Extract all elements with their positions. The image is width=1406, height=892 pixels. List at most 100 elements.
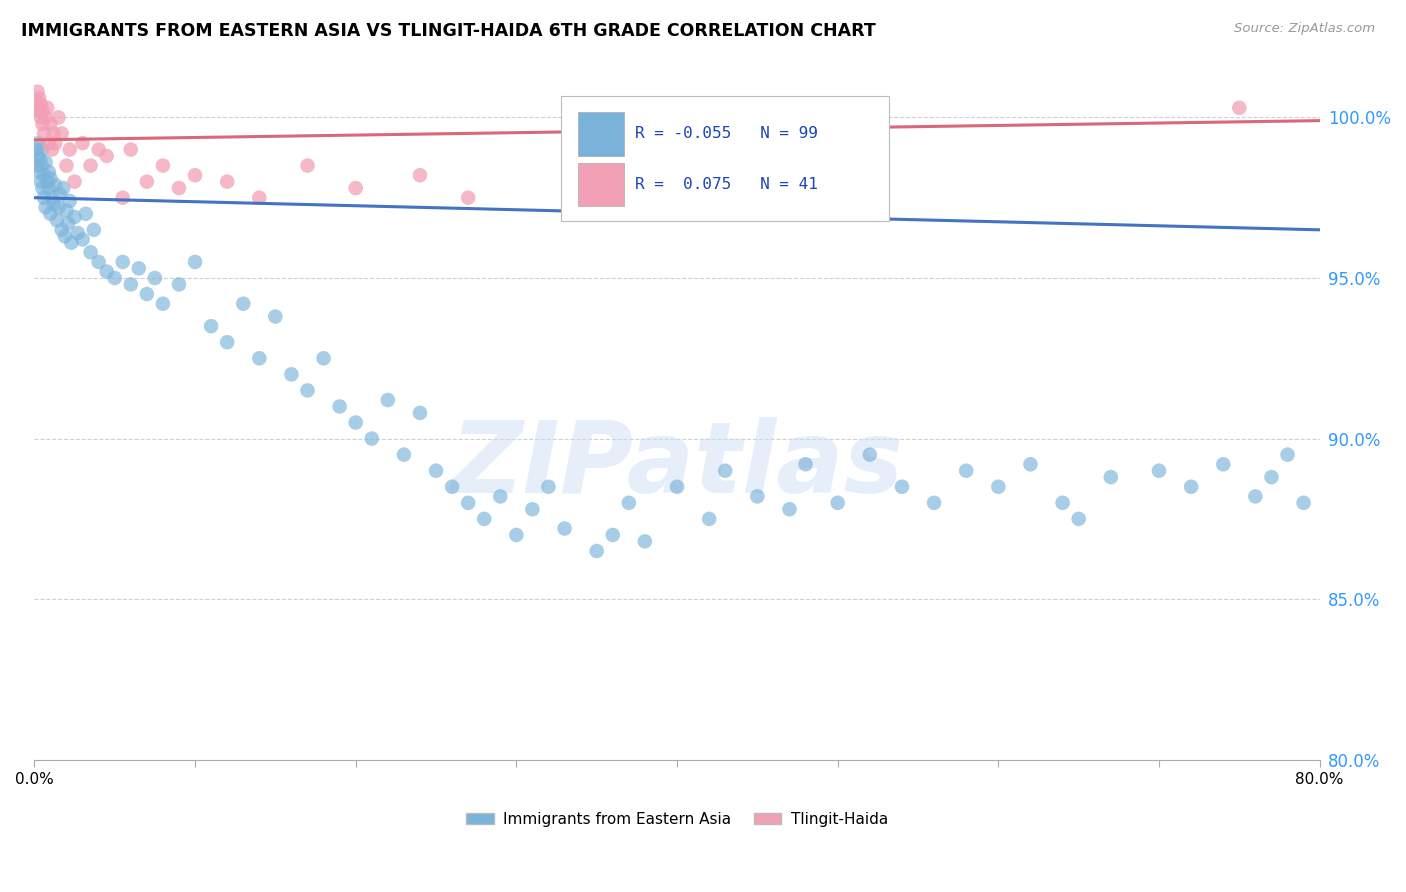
Point [1067,512,1090,526]
Point [37,101,59,115]
Point [120,143,142,157]
Point [27,101,49,115]
Point [360,432,382,446]
Point [217,175,239,189]
Point [827,191,849,205]
Point [457,191,479,205]
Point [779,502,801,516]
Point [392,448,415,462]
Point [747,490,769,504]
Point [53,229,76,244]
Point [987,480,1010,494]
Point [38,165,60,179]
Point [39,207,62,221]
Point [955,464,977,478]
Point [34,155,56,169]
Point [505,528,527,542]
Point [697,512,720,526]
Point [25,159,48,173]
Point [55,203,77,218]
Point [312,351,335,366]
Point [32,168,55,182]
Point [1180,480,1202,494]
Point [1212,457,1234,471]
FancyBboxPatch shape [578,112,624,155]
Point [554,522,576,536]
Point [135,287,157,301]
Point [666,480,689,494]
Point [31,143,53,157]
Point [34,111,56,125]
Point [51,127,73,141]
Point [617,496,640,510]
Point [28,165,51,179]
Point [537,480,560,494]
Point [56,216,79,230]
Point [25,143,48,157]
Point [83,223,105,237]
Point [25,95,48,109]
Point [41,143,63,157]
Point [48,111,70,125]
Point [87,255,110,269]
Point [42,127,65,141]
Point [72,136,94,150]
FancyBboxPatch shape [561,96,889,220]
Point [184,168,207,182]
Point [200,319,222,334]
Point [27,136,49,150]
Point [120,277,142,292]
Point [44,178,66,192]
Point [247,351,270,366]
Point [1244,490,1267,504]
Point [522,502,544,516]
Text: ZIPatlas: ZIPatlas [450,417,904,514]
Point [280,368,302,382]
Point [489,490,512,504]
Point [602,528,624,542]
Point [111,191,134,205]
Point [152,159,174,173]
Point [49,187,72,202]
Point [79,159,101,173]
Point [63,175,86,189]
Point [41,191,63,205]
Point [31,159,53,173]
Point [37,175,59,189]
Point [217,335,239,350]
Point [96,264,118,278]
Point [1227,101,1250,115]
Point [152,296,174,310]
Point [128,261,150,276]
Text: R = -0.055   N = 99: R = -0.055 N = 99 [634,127,817,141]
Point [409,406,432,420]
Point [329,400,352,414]
Point [30,175,52,189]
Point [1260,470,1282,484]
Point [922,496,945,510]
Legend: Immigrants from Eastern Asia, Tlingit-Haida: Immigrants from Eastern Asia, Tlingit-Ha… [460,805,894,833]
Point [75,207,97,221]
Point [409,168,432,182]
Point [27,149,49,163]
Point [143,271,166,285]
Point [42,197,65,211]
Point [44,136,66,150]
Point [28,91,51,105]
Point [45,213,67,227]
Point [247,191,270,205]
Point [28,152,51,166]
Point [55,159,77,173]
Point [585,544,607,558]
Point [457,496,479,510]
Point [585,175,607,189]
Point [794,457,817,471]
Point [31,181,53,195]
Point [48,200,70,214]
Point [34,200,56,214]
Text: Source: ZipAtlas.com: Source: ZipAtlas.com [1234,22,1375,36]
Point [1292,496,1315,510]
Point [31,117,53,131]
Point [344,181,367,195]
Point [1019,457,1042,471]
